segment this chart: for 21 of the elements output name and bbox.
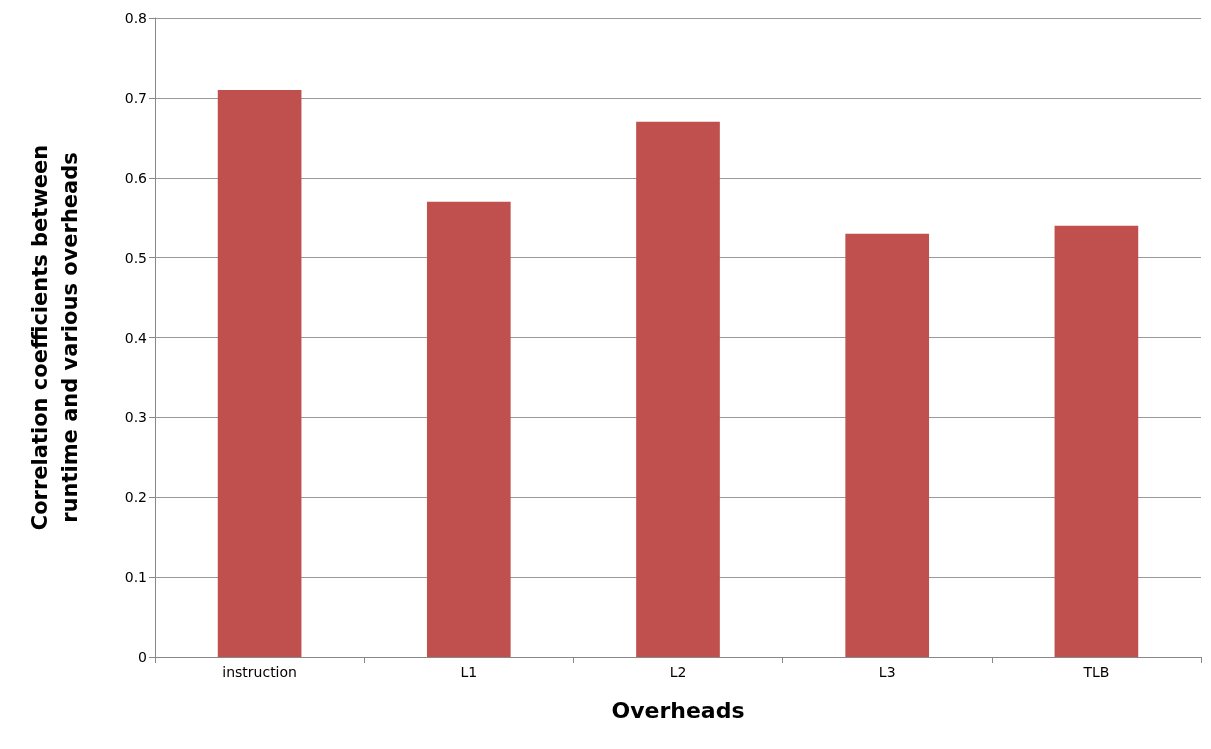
y-tick-label: 0.2 <box>124 489 147 506</box>
y-tick-label: 0.7 <box>124 89 147 106</box>
x-tick-label: L2 <box>669 664 687 680</box>
bar <box>426 201 511 657</box>
y-tick-label: 0.1 <box>124 569 147 586</box>
y-axis-title: Correlation coefficients between runtime and various overheads <box>28 144 82 531</box>
x-tick-label: instruction <box>222 664 297 680</box>
x-tick-label: TLB <box>1082 664 1110 680</box>
bar <box>636 121 720 657</box>
x-axis-title: Overheads <box>611 697 745 723</box>
y-tick-label: 0.3 <box>124 409 147 426</box>
y-tick-label: 0.6 <box>124 169 148 186</box>
bar <box>1054 225 1139 657</box>
y-tick-label: 0.5 <box>124 249 147 266</box>
x-tick-label: L3 <box>878 664 896 680</box>
y-tick-label: 0.8 <box>124 10 147 26</box>
x-tick-label: L1 <box>460 664 478 680</box>
bar <box>217 89 302 657</box>
y-tick-label: 0.4 <box>124 329 148 346</box>
y-tick-label: 0 <box>138 649 147 665</box>
bar <box>845 233 930 657</box>
